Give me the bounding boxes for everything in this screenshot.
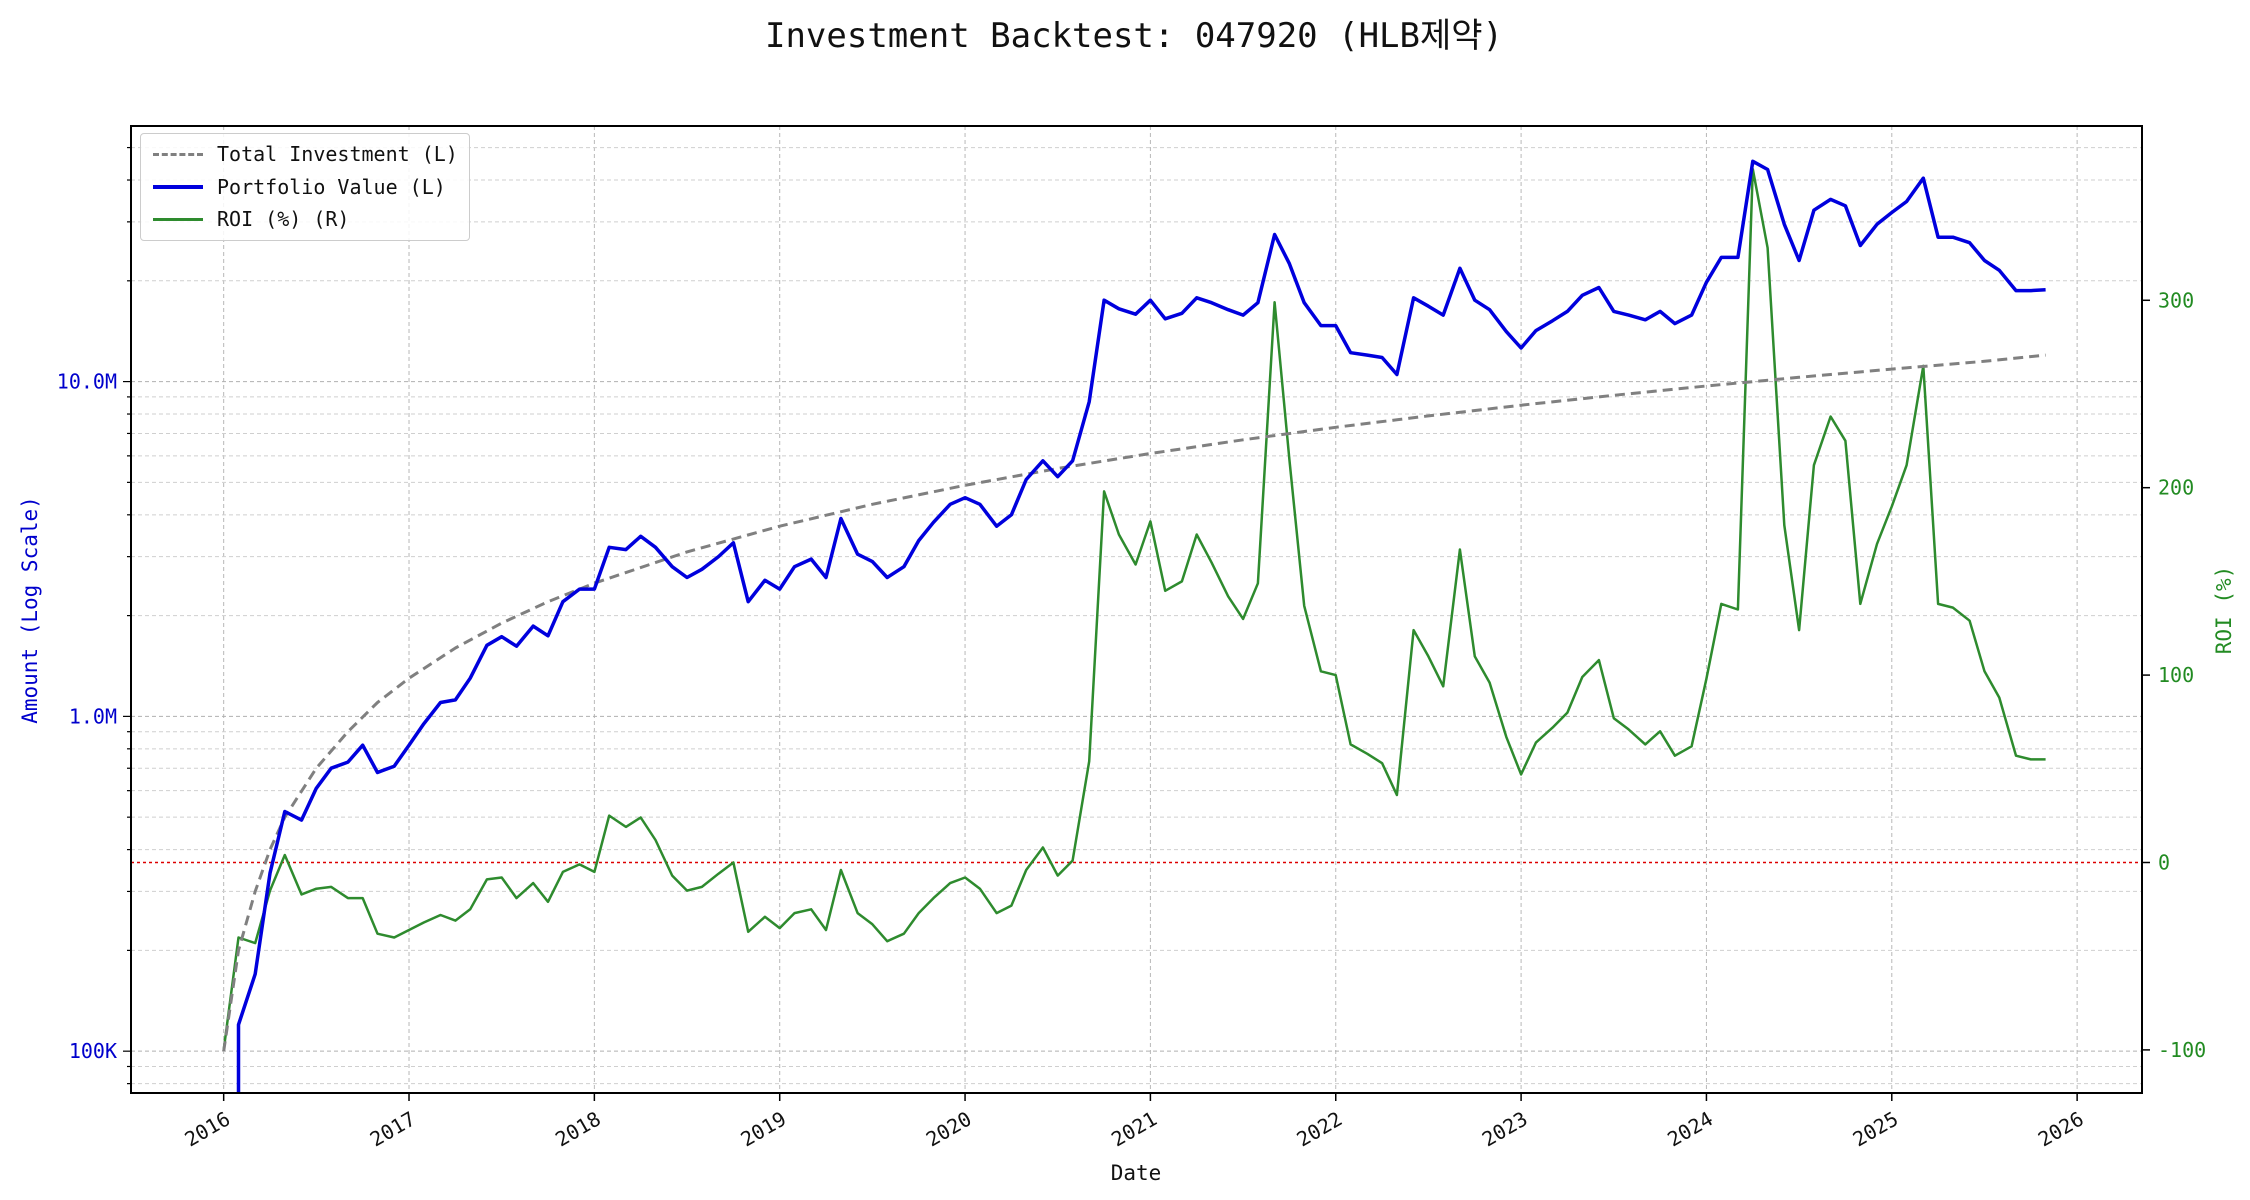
series-layer <box>222 159 2046 1093</box>
legend-item-portfolio-value: Portfolio Value (L) <box>153 172 446 202</box>
legend-label-roi: ROI (%) (R) <box>217 207 350 231</box>
legend: Total Investment (L) Portfolio Value (L)… <box>140 133 470 241</box>
y-axis-right-label: ROI (%) <box>2212 566 2236 655</box>
legend-item-roi: ROI (%) (R) <box>153 204 349 234</box>
x-tick-label: 2023 <box>1478 1107 1532 1152</box>
y-right-tick-label: -100 <box>2158 1038 2206 1062</box>
grid-layer <box>131 126 2142 1093</box>
x-tick-label: 2021 <box>1107 1107 1161 1152</box>
y-left-tick-label: 100K <box>69 1039 117 1063</box>
y-right-tick-label: 100 <box>2158 663 2194 687</box>
legend-label-total-investment: Total Investment (L) <box>217 142 458 166</box>
legend-swatch-total-investment <box>153 152 203 156</box>
roi-line <box>222 167 2046 1051</box>
legend-swatch-portfolio-value <box>153 185 203 189</box>
x-tick-label: 2018 <box>551 1107 605 1152</box>
x-tick-label: 2016 <box>180 1107 234 1152</box>
plot-frame <box>130 125 2143 1094</box>
x-axis-label: Date <box>1111 1161 1162 1185</box>
legend-swatch-roi <box>153 217 203 221</box>
y-right-tick-label: 300 <box>2158 288 2194 312</box>
x-tick-label: 2020 <box>922 1107 976 1152</box>
x-tick-label: 2019 <box>736 1107 790 1152</box>
y-left-tick-label: 10.0M <box>57 370 117 394</box>
y-left-tick-label: 1.0M <box>69 704 117 728</box>
x-tick-label: 2017 <box>366 1107 420 1152</box>
x-tick-label: 2024 <box>1663 1107 1717 1152</box>
x-tick-label: 2026 <box>2034 1107 2088 1152</box>
portfolio-value-line <box>236 159 2046 1093</box>
chart-title: Investment Backtest: 047920 (HLB제약) <box>765 16 1503 56</box>
legend-item-total-investment: Total Investment (L) <box>153 139 458 169</box>
total-investment-line <box>222 353 2046 1052</box>
y-right-tick-label: 200 <box>2158 476 2194 500</box>
legend-label-portfolio-value: Portfolio Value (L) <box>217 175 446 199</box>
x-tick-label: 2022 <box>1293 1107 1347 1152</box>
y-axis-left-label: Amount (Log Scale) <box>18 496 42 724</box>
axis-layer: 2016 2017 2018 2019 2020 2021 2022 2023 2024 2025… <box>57 146 2206 1152</box>
y-right-tick-label: 0 <box>2158 850 2170 874</box>
x-tick-label: 2025 <box>1849 1107 1903 1152</box>
